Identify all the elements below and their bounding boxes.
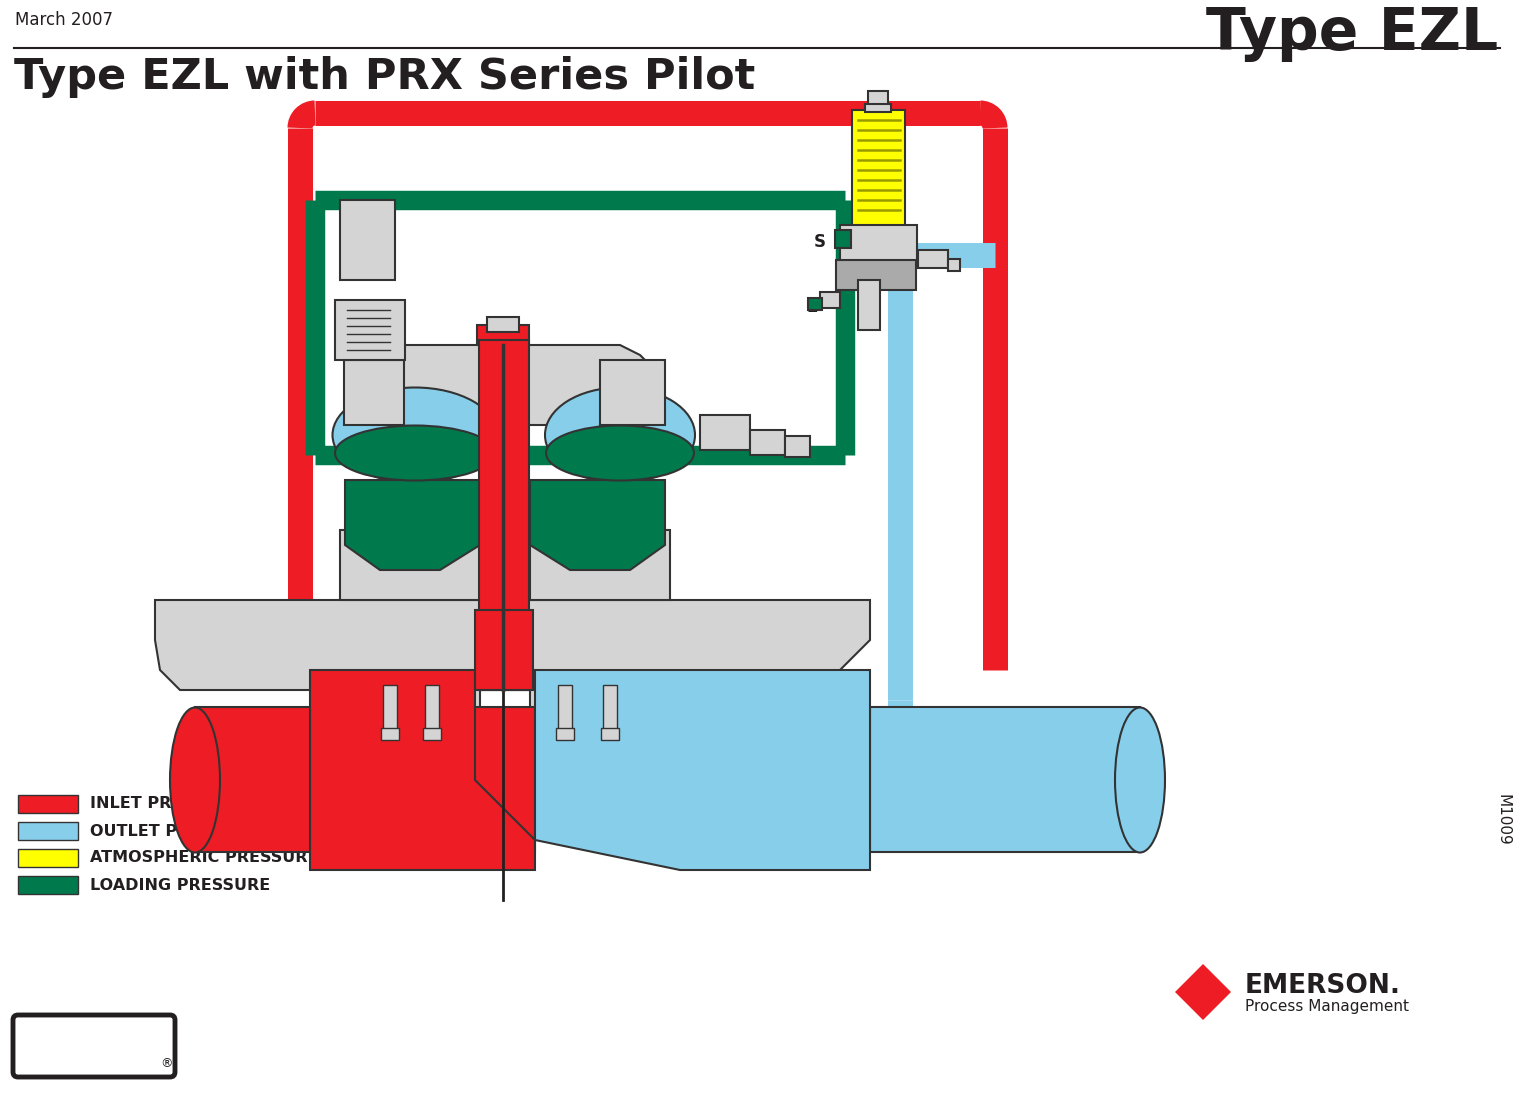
Bar — [784, 436, 810, 456]
Bar — [382, 728, 400, 740]
Bar — [341, 200, 395, 280]
Bar — [335, 300, 406, 360]
Text: FISHER: FISHER — [23, 1029, 165, 1064]
Bar — [601, 728, 619, 740]
Polygon shape — [310, 670, 534, 870]
Bar — [425, 685, 439, 730]
Bar — [808, 298, 822, 310]
Bar — [836, 230, 851, 248]
Ellipse shape — [1114, 708, 1164, 853]
Bar — [868, 92, 889, 105]
Bar — [871, 708, 1140, 852]
Text: B: B — [963, 252, 975, 270]
Bar — [18, 822, 79, 840]
Bar — [749, 430, 784, 455]
Polygon shape — [530, 480, 665, 570]
Polygon shape — [345, 345, 660, 425]
Text: INLET PRESSURE: INLET PRESSURE — [89, 797, 241, 811]
Polygon shape — [345, 480, 480, 570]
Ellipse shape — [333, 387, 498, 482]
Bar — [488, 317, 519, 331]
Ellipse shape — [170, 708, 220, 853]
Bar — [530, 530, 671, 600]
Ellipse shape — [547, 425, 693, 481]
Bar — [559, 685, 572, 730]
Bar — [18, 849, 79, 867]
Bar — [840, 225, 917, 264]
Bar — [821, 292, 840, 308]
Text: March 2007: March 2007 — [15, 11, 114, 29]
Bar — [917, 250, 948, 268]
Bar — [344, 360, 404, 425]
Bar — [600, 360, 665, 425]
Text: Type EZL: Type EZL — [1205, 4, 1497, 61]
Text: A: A — [889, 336, 901, 354]
Bar — [341, 530, 480, 600]
Bar — [852, 110, 905, 230]
Bar — [422, 728, 441, 740]
Bar — [18, 876, 79, 894]
Polygon shape — [154, 600, 871, 720]
Text: ATMOSPHERIC PRESSURE: ATMOSPHERIC PRESSURE — [89, 850, 318, 866]
Polygon shape — [1175, 964, 1231, 1020]
Bar — [858, 280, 880, 330]
FancyBboxPatch shape — [14, 1014, 176, 1077]
Bar — [383, 685, 397, 730]
Text: L: L — [807, 298, 818, 316]
Text: Type EZL with PRX Series Pilot: Type EZL with PRX Series Pilot — [14, 56, 755, 98]
Bar — [699, 415, 749, 450]
Bar — [18, 795, 79, 812]
Bar — [603, 685, 618, 730]
Ellipse shape — [335, 425, 495, 481]
Text: Process Management: Process Management — [1245, 999, 1410, 1013]
Text: M1009: M1009 — [1496, 795, 1511, 846]
Text: ®: ® — [160, 1058, 173, 1070]
Text: EMERSON.: EMERSON. — [1245, 973, 1400, 999]
Bar — [478, 340, 528, 690]
Polygon shape — [534, 670, 871, 870]
Bar — [475, 610, 533, 690]
Text: OUTLET PRESSURE: OUTLET PRESSURE — [89, 824, 259, 838]
Bar — [477, 325, 528, 345]
Bar — [556, 728, 574, 740]
Text: LOADING PRESSURE: LOADING PRESSURE — [89, 877, 271, 893]
Bar — [864, 104, 892, 112]
Bar — [195, 708, 534, 852]
Ellipse shape — [545, 387, 695, 482]
Text: S: S — [815, 233, 827, 251]
Bar — [836, 260, 916, 290]
Bar — [948, 259, 960, 271]
